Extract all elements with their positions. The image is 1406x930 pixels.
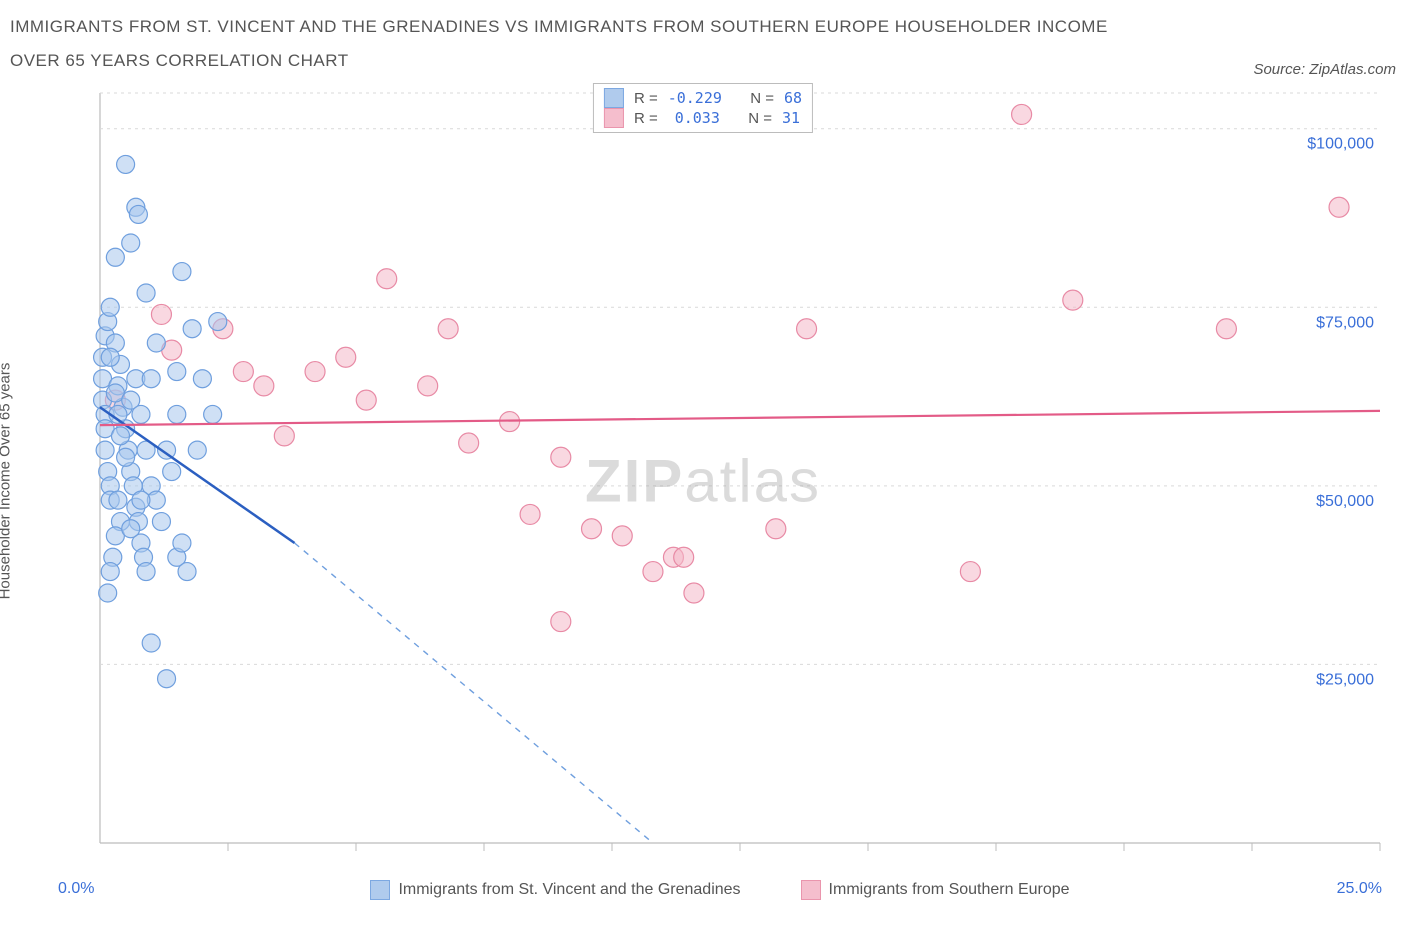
legend-swatch-a [604, 88, 624, 108]
legend-r-value-a: -0.229 [668, 89, 722, 107]
bottom-label-a: Immigrants from St. Vincent and the Gren… [398, 881, 740, 899]
svg-text:$75,000: $75,000 [1316, 314, 1374, 331]
x-axis-max-label: 25.0% [1337, 880, 1382, 898]
legend-r-label: R = [634, 110, 658, 127]
svg-text:$100,000: $100,000 [1307, 136, 1374, 153]
bottom-label-b: Immigrants from Southern Europe [829, 881, 1070, 899]
bottom-swatch-b [801, 880, 821, 900]
legend-n-label: N = [748, 110, 772, 127]
bottom-legend: 0.0% Immigrants from St. Vincent and the… [50, 880, 1390, 900]
stats-legend: R = -0.229 N = 68 R = 0.033 N = 31 [593, 83, 813, 133]
bottom-swatch-a [370, 880, 390, 900]
legend-n-value-b: 31 [782, 109, 800, 127]
source-attribution: Source: ZipAtlas.com [1253, 61, 1396, 78]
legend-swatch-b [604, 108, 624, 128]
legend-n-value-a: 68 [784, 89, 802, 107]
svg-text:$50,000: $50,000 [1316, 493, 1374, 510]
x-axis-min-label: 0.0% [58, 880, 94, 898]
y-axis-label: Householder Income Over 65 years [0, 362, 14, 599]
chart-title: IMMIGRANTS FROM ST. VINCENT AND THE GREN… [10, 10, 1110, 78]
legend-n-label: N = [750, 90, 774, 107]
legend-r-label: R = [634, 90, 658, 107]
legend-r-value-b: 0.033 [668, 109, 720, 127]
scatter-chart: $25,000 $50,000 $75,000 $100,000 [50, 83, 1390, 873]
svg-text:$25,000: $25,000 [1316, 671, 1374, 688]
